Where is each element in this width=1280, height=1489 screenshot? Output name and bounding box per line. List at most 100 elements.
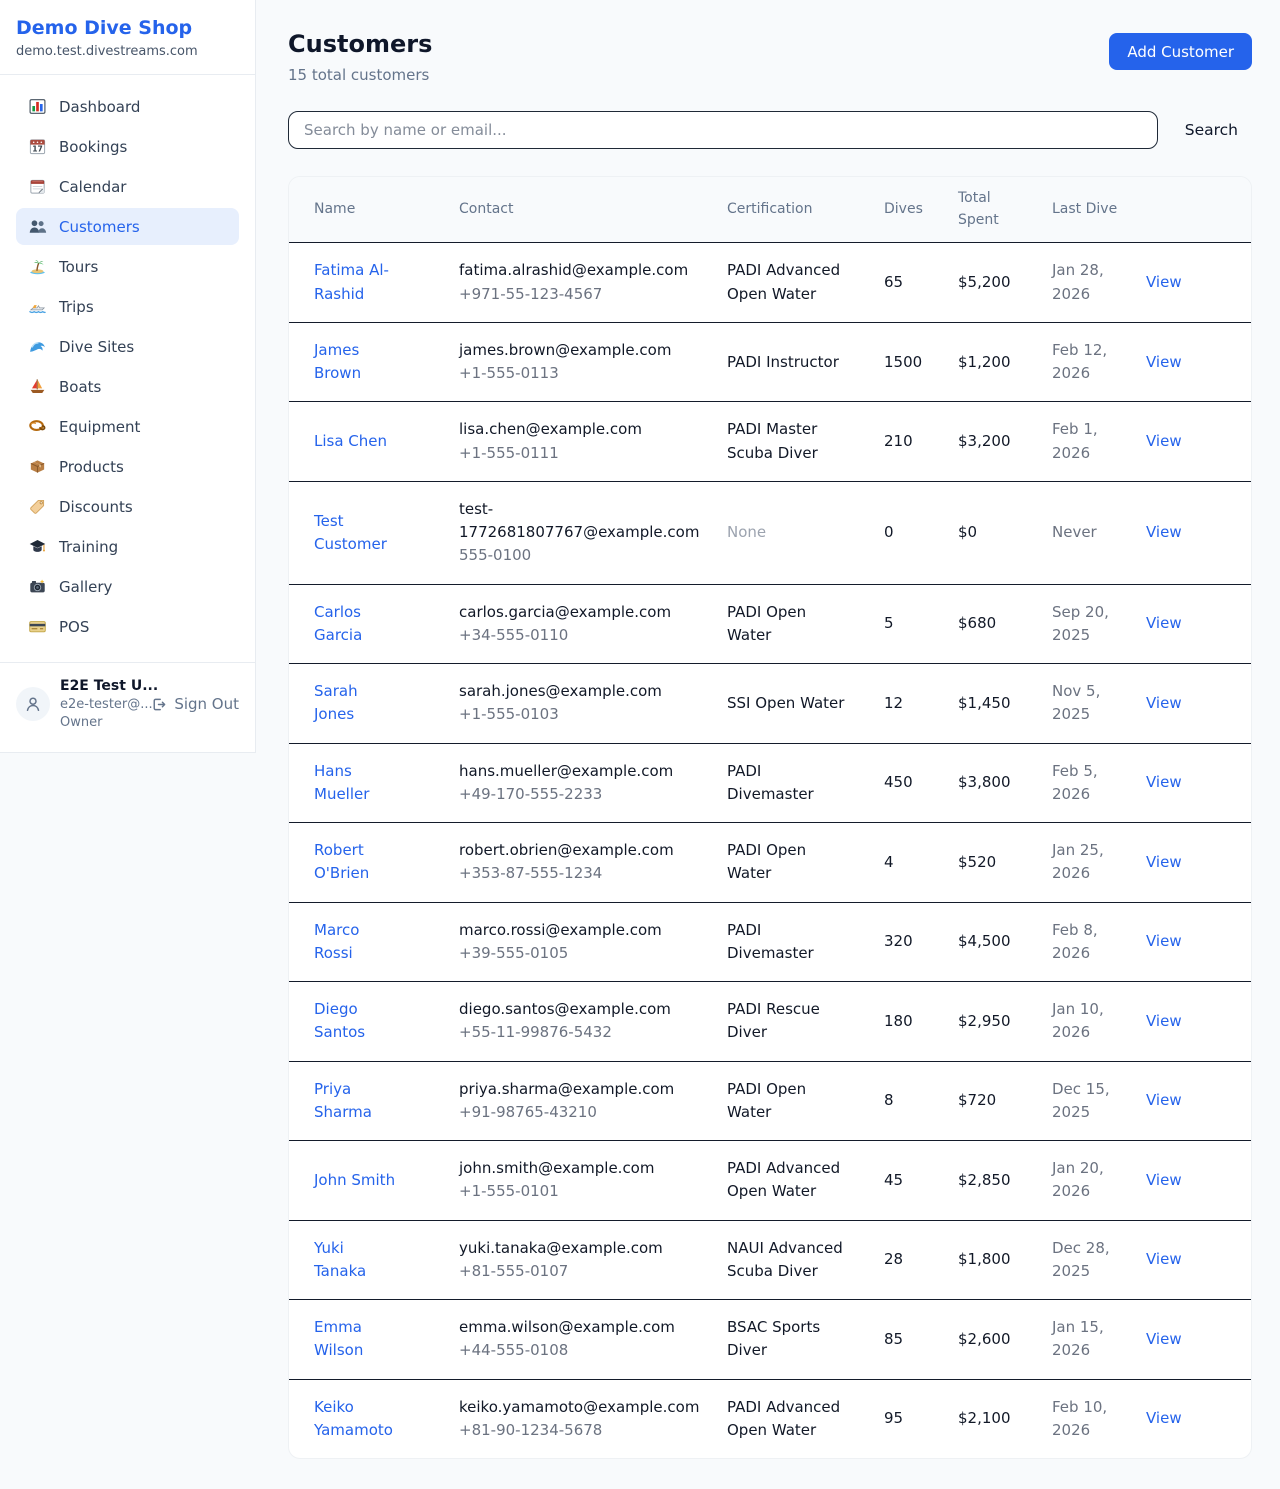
total-spent-value: $1,450 — [958, 693, 1011, 712]
dives-count: 180 — [884, 1011, 913, 1030]
sidebar-item-equipment[interactable]: Equipment — [16, 408, 239, 445]
sidebar-item-tours[interactable]: Tours — [16, 248, 239, 285]
certification-value: PADI Master Scuba Diver — [727, 420, 818, 462]
customer-name-link[interactable]: Carlos Garcia — [314, 602, 363, 644]
sidebar-item-customers[interactable]: Customers — [16, 208, 239, 245]
pos-icon — [28, 617, 47, 636]
equipment-icon — [28, 417, 47, 436]
view-link[interactable]: View — [1146, 1329, 1182, 1348]
customer-name-link[interactable]: Fatima Al-Rashid — [314, 261, 389, 303]
view-link[interactable]: View — [1146, 1170, 1182, 1189]
column-header-contact: Contact — [447, 177, 715, 243]
sidebar-item-label: Calendar — [59, 177, 127, 196]
dives-cell: 85 — [872, 1299, 946, 1380]
dives-count: 85 — [884, 1329, 904, 1348]
sidebar-item-dive-sites[interactable]: Dive Sites — [16, 328, 239, 365]
search-input[interactable] — [288, 111, 1158, 149]
discounts-icon — [28, 497, 47, 516]
customer-name-link[interactable]: Hans Mueller — [314, 761, 370, 803]
sidebar-item-bookings[interactable]: 17 Bookings — [16, 128, 239, 165]
customers-icon — [28, 217, 47, 236]
last-dive-value: Dec 15, 2025 — [1052, 1079, 1110, 1121]
dives-count: 4 — [884, 852, 894, 871]
name-cell: Fatima Al-Rashid — [289, 242, 447, 323]
search-button[interactable]: Search — [1184, 121, 1238, 139]
user-role: Owner — [60, 715, 103, 730]
certification-value: PADI Advanced Open Water — [727, 261, 841, 303]
customer-name-link[interactable]: Emma Wilson — [314, 1318, 364, 1360]
last-dive-cell: Nov 5, 2025 — [1040, 663, 1134, 744]
actions-cell: View — [1134, 1060, 1251, 1141]
sidebar-item-label: Bookings — [59, 137, 128, 156]
view-link[interactable]: View — [1146, 614, 1182, 633]
customer-name-link[interactable]: John Smith — [314, 1170, 396, 1189]
dives-count: 5 — [884, 614, 894, 633]
view-link[interactable]: View — [1146, 352, 1182, 371]
view-link[interactable]: View — [1146, 432, 1182, 450]
view-link[interactable]: View — [1146, 1091, 1182, 1110]
table-row: Diego Santos diego.santos@example.com +55-… — [289, 981, 1251, 1062]
sidebar-item-trips[interactable]: Trips — [16, 288, 239, 325]
sidebar-item-boats[interactable]: Boats — [16, 368, 239, 405]
brand-name[interactable]: Demo Dive Shop — [16, 17, 193, 39]
actions-cell: View — [1134, 401, 1251, 482]
contact-cell: yuki.tanaka@example.com +81-555-0107 — [447, 1219, 715, 1300]
customer-name-link[interactable]: Marco Rossi — [314, 920, 360, 962]
customer-name-link[interactable]: Diego Santos — [314, 1000, 366, 1042]
actions-cell: View — [1134, 583, 1251, 664]
dives-count: 28 — [884, 1250, 904, 1269]
add-customer-button[interactable]: Add Customer — [1109, 33, 1252, 70]
sidebar-item-label: Tours — [59, 257, 99, 276]
total-spent-value: $1,200 — [958, 352, 1011, 371]
customer-name-link[interactable]: Lisa Chen — [314, 432, 388, 450]
last-dive-value: Jan 28, 2026 — [1052, 261, 1104, 303]
total-spent-cell: $2,850 — [946, 1140, 1040, 1221]
customer-phone: +1-555-0113 — [459, 364, 559, 383]
view-link[interactable]: View — [1146, 852, 1182, 871]
certification-value: PADI Advanced Open Water — [727, 1159, 841, 1201]
dives-cell: 8 — [872, 1060, 946, 1141]
customer-name-link[interactable]: Robert O'Brien — [314, 841, 370, 883]
total-spent-cell: $4,500 — [946, 901, 1040, 982]
last-dive-value: Feb 5, 2026 — [1052, 761, 1098, 803]
sidebar-item-training[interactable]: Training — [16, 528, 239, 565]
customer-email: john.smith@example.com — [459, 1159, 655, 1178]
view-link[interactable]: View — [1146, 693, 1182, 712]
sidebar-item-pos[interactable]: POS — [16, 608, 239, 645]
customer-name-link[interactable]: Yuki Tanaka — [314, 1238, 367, 1280]
view-link[interactable]: View — [1146, 1250, 1182, 1269]
calendar-icon — [28, 177, 47, 196]
view-link[interactable]: View — [1146, 273, 1182, 291]
sidebar-item-calendar[interactable]: Calendar — [16, 168, 239, 205]
table-header: Name Contact Certification Dives Total S… — [289, 177, 1251, 243]
sign-out-button[interactable]: Sign Out — [150, 695, 239, 713]
customer-phone: +55-11-99876-5432 — [459, 1023, 612, 1042]
user-email: e2e-tester@... — [60, 697, 153, 712]
sidebar-item-gallery[interactable]: Gallery — [16, 568, 239, 605]
view-link[interactable]: View — [1146, 523, 1182, 542]
total-spent-value: $1,800 — [958, 1250, 1011, 1269]
dives-cell: 45 — [872, 1140, 946, 1221]
contact-cell: priya.sharma@example.com +91-98765-43210 — [447, 1060, 715, 1141]
contact-cell: carlos.garcia@example.com +34-555-0110 — [447, 583, 715, 664]
brand: Demo Dive Shop demo.test.divestreams.com — [0, 0, 255, 75]
view-link[interactable]: View — [1146, 932, 1182, 951]
customer-email: james.brown@example.com — [459, 340, 672, 359]
sidebar-item-discounts[interactable]: Discounts — [16, 488, 239, 525]
customer-name-link[interactable]: Test Customer — [314, 511, 387, 553]
sidebar-item-products[interactable]: Products — [16, 448, 239, 485]
customer-name-link[interactable]: Priya Sharma — [314, 1079, 372, 1121]
customer-phone: +49-170-555-2233 — [459, 784, 603, 803]
certification-cell: PADI Divemaster — [715, 742, 872, 823]
customer-name-link[interactable]: Sarah Jones — [314, 682, 358, 724]
table-row: Keiko Yamamoto keiko.yamamoto@example.com… — [289, 1378, 1251, 1459]
bookings-icon: 17 — [28, 137, 47, 156]
sidebar-item-dashboard[interactable]: Dashboard — [16, 88, 239, 125]
customer-name-link[interactable]: Keiko Yamamoto — [314, 1397, 393, 1439]
view-link[interactable]: View — [1146, 1011, 1182, 1030]
table-body: Fatima Al-Rashid fatima.alrashid@example.… — [289, 242, 1251, 1459]
main-content: Customers 15 total customers Add Custome… — [256, 0, 1280, 1489]
customer-name-link[interactable]: James Brown — [314, 340, 362, 383]
view-link[interactable]: View — [1146, 1409, 1182, 1428]
view-link[interactable]: View — [1146, 773, 1182, 792]
